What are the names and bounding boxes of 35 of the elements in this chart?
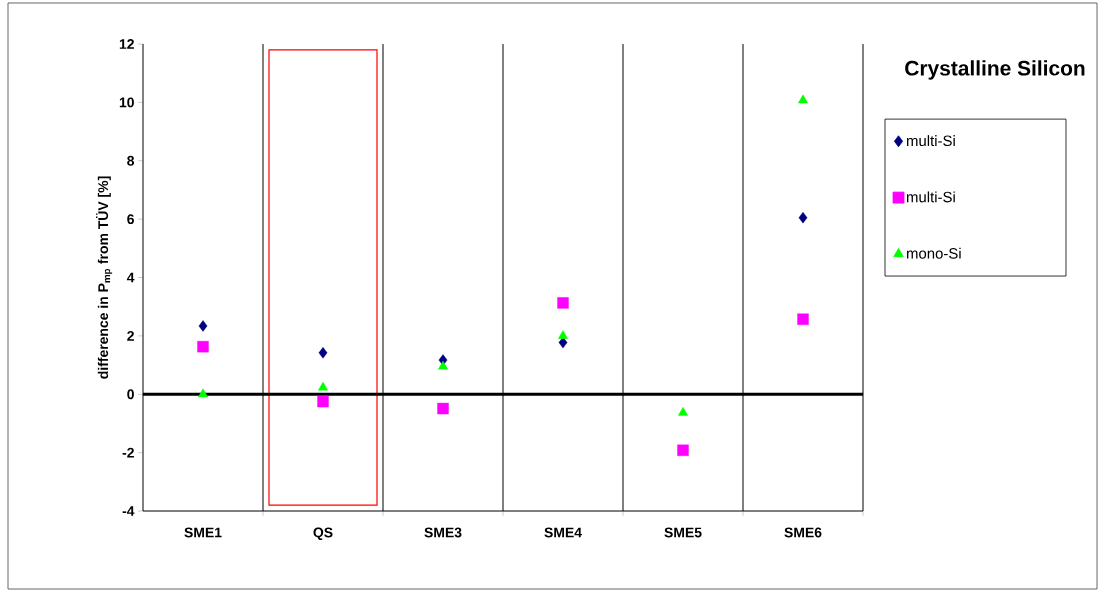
legend-label: multi-Si — [906, 191, 955, 203]
y-tick-label: 8 — [127, 155, 135, 166]
point — [558, 330, 568, 339]
y-tick-label: 0 — [127, 389, 134, 400]
point — [678, 406, 688, 416]
point — [437, 402, 449, 415]
y-tick-label: 4 — [126, 272, 135, 283]
x-tick-label: SME6 — [784, 527, 822, 538]
point — [557, 297, 569, 309]
y-tick-label: 10 — [119, 97, 134, 108]
point — [677, 444, 689, 456]
point — [798, 94, 808, 104]
point — [197, 340, 209, 353]
point — [317, 395, 329, 408]
y-tick-label: 2 — [127, 330, 134, 341]
x-tick-label: SME5 — [664, 527, 702, 538]
point — [798, 211, 808, 224]
point — [797, 313, 809, 325]
y-tick-label: -4 — [122, 506, 135, 516]
point — [318, 347, 328, 359]
x-tick-label: SME3 — [424, 527, 462, 538]
point — [318, 381, 328, 391]
y-tick-label: -2 — [122, 447, 134, 458]
point — [198, 320, 208, 332]
y-tick-label: 6 — [127, 214, 134, 225]
legend-label: mono-Si — [906, 247, 961, 259]
point — [438, 360, 448, 370]
y-axis-title: difference in P$_{mp}$ from TÜV [%] — [96, 176, 113, 379]
x-tick-label: QS — [313, 527, 333, 541]
legend-label: multi-Si — [906, 135, 955, 147]
x-tick-label: SME1 — [184, 527, 222, 538]
point — [198, 388, 208, 398]
y-tick-label: 12 — [119, 39, 134, 49]
x-tick-label: SME4 — [544, 527, 582, 538]
text: Crystalline Silicon — [905, 60, 1085, 80]
